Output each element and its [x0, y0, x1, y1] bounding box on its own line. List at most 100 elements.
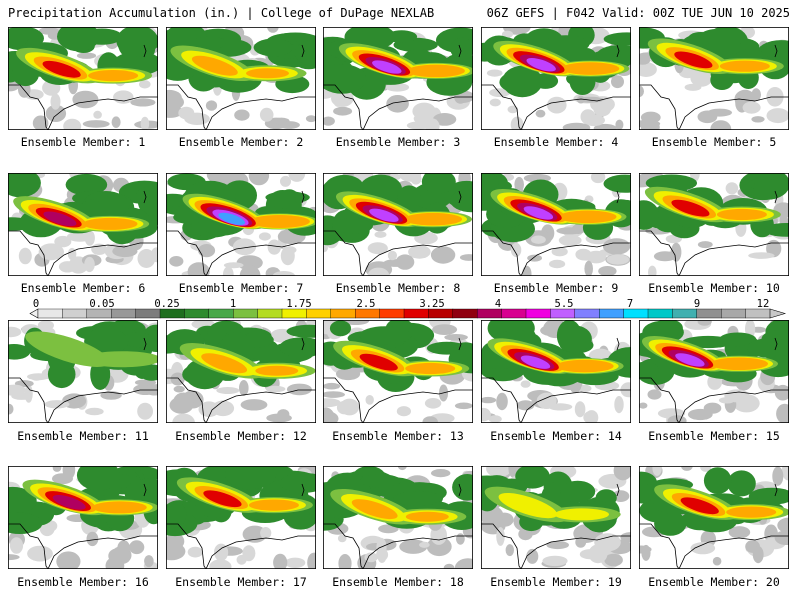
colorbar-swatch — [135, 308, 161, 319]
colorbar-swatch — [623, 308, 649, 319]
colorbar-swatch — [452, 308, 478, 319]
colorbar-swatch — [110, 308, 136, 319]
precipitation-map — [166, 320, 316, 423]
precipitation-map — [639, 466, 789, 569]
colorbar-swatch — [745, 308, 771, 319]
ensemble-member-label: Ensemble Member: 17 — [175, 575, 307, 589]
ensemble-member-map — [166, 320, 316, 423]
precipitation-map — [481, 173, 631, 276]
precipitation-map — [639, 27, 789, 130]
colorbar-swatch — [403, 308, 429, 319]
ensemble-member-label: Ensemble Member: 1 — [20, 135, 146, 149]
colorbar-tick-label: 1 — [229, 298, 237, 310]
ensemble-member-label: Ensemble Member: 2 — [178, 135, 304, 149]
colorbar-swatch — [428, 308, 454, 319]
ensemble-member-label: Ensemble Member: 18 — [332, 575, 464, 589]
precipitation-map — [166, 173, 316, 276]
colorbar-tick-label: 12 — [756, 298, 770, 310]
colorbar-swatch — [477, 308, 503, 319]
precipitation-map — [323, 466, 473, 569]
colorbar-swatch — [86, 308, 112, 319]
colorbar-swatch — [647, 308, 673, 319]
ensemble-member-map — [8, 466, 158, 569]
ensemble-member-map — [639, 173, 789, 276]
colorbar-swatch — [37, 308, 63, 319]
precipitation-map — [8, 27, 158, 130]
precipitation-map — [639, 173, 789, 276]
colorbar-swatch — [330, 308, 356, 319]
precipitation-map — [166, 27, 316, 130]
ensemble-member-map — [639, 320, 789, 423]
precipitation-map — [8, 320, 158, 423]
colorbar-swatch — [208, 308, 234, 319]
ensemble-member-label: Ensemble Member: 13 — [332, 429, 464, 443]
ensemble-member-map — [8, 173, 158, 276]
ensemble-member-label: Ensemble Member: 20 — [648, 575, 780, 589]
colorbar-tick-label: 7 — [626, 298, 634, 310]
ensemble-member-label: Ensemble Member: 9 — [493, 281, 619, 295]
colorbar-swatch — [306, 308, 332, 319]
precipitation-map — [481, 27, 631, 130]
colorbar-swatch — [184, 308, 210, 319]
ensemble-member-label: Ensemble Member: 15 — [648, 429, 780, 443]
colorbar-tick-label: 0.25 — [154, 298, 180, 310]
ensemble-member-map — [323, 27, 473, 130]
colorbar-tick-label: 4 — [494, 298, 502, 310]
colorbar-swatch — [672, 308, 698, 319]
colorbar-swatch — [501, 308, 527, 319]
ensemble-member-label: Ensemble Member: 19 — [490, 575, 622, 589]
precipitation-colorbar — [29, 308, 787, 319]
ensemble-member-map — [323, 173, 473, 276]
precipitation-map — [8, 466, 158, 569]
ensemble-member-label: Ensemble Member: 10 — [648, 281, 780, 295]
colorbar-swatch — [62, 308, 88, 319]
colorbar-tick-label: 9 — [693, 298, 701, 310]
precipitation-map — [639, 320, 789, 423]
ensemble-member-label: Ensemble Member: 5 — [651, 135, 777, 149]
ensemble-member-map — [8, 320, 158, 423]
model-run-info: 06Z GEFS | F042 Valid: 00Z TUE JUN 10 20… — [486, 6, 790, 20]
ensemble-member-map — [481, 320, 631, 423]
colorbar-swatch — [257, 308, 283, 319]
colorbar-swatch — [574, 308, 600, 319]
ensemble-member-label: Ensemble Member: 6 — [20, 281, 146, 295]
ensemble-member-map — [323, 320, 473, 423]
colorbar-swatch — [232, 308, 258, 319]
ensemble-member-label: Ensemble Member: 8 — [335, 281, 461, 295]
ensemble-member-map — [166, 27, 316, 130]
ensemble-member-label: Ensemble Member: 3 — [335, 135, 461, 149]
ensemble-member-label: Ensemble Member: 7 — [178, 281, 304, 295]
ensemble-member-map — [481, 173, 631, 276]
colorbar-swatch — [599, 308, 625, 319]
colorbar-swatch — [696, 308, 722, 319]
ensemble-member-map — [639, 27, 789, 130]
ensemble-member-label: Ensemble Member: 12 — [175, 429, 307, 443]
colorbar-swatch — [721, 308, 747, 319]
ensemble-member-label: Ensemble Member: 11 — [17, 429, 149, 443]
colorbar-tick-label: 3.25 — [419, 298, 445, 310]
ensemble-member-label: Ensemble Member: 16 — [17, 575, 149, 589]
ensemble-member-label: Ensemble Member: 4 — [493, 135, 619, 149]
precipitation-map — [323, 173, 473, 276]
precipitation-map — [8, 173, 158, 276]
ensemble-member-map — [639, 466, 789, 569]
colorbar-swatch — [159, 308, 185, 319]
colorbar-swatch — [550, 308, 576, 319]
ensemble-member-label: Ensemble Member: 14 — [490, 429, 622, 443]
colorbar-tick-label: 2.5 — [356, 298, 376, 310]
ensemble-member-map — [481, 27, 631, 130]
precipitation-map — [481, 466, 631, 569]
colorbar-swatch — [281, 308, 307, 319]
precipitation-map — [481, 320, 631, 423]
colorbar-swatch — [379, 308, 405, 319]
ensemble-member-map — [323, 466, 473, 569]
ensemble-member-map — [166, 466, 316, 569]
colorbar-swatch — [355, 308, 381, 319]
colorbar-tick-label: 5.5 — [554, 298, 574, 310]
colorbar-tick-label: 0.05 — [89, 298, 115, 310]
ensemble-member-map — [8, 27, 158, 130]
colorbar-swatch — [525, 308, 551, 319]
colorbar-tick-label: 0 — [32, 298, 40, 310]
precipitation-map — [323, 320, 473, 423]
